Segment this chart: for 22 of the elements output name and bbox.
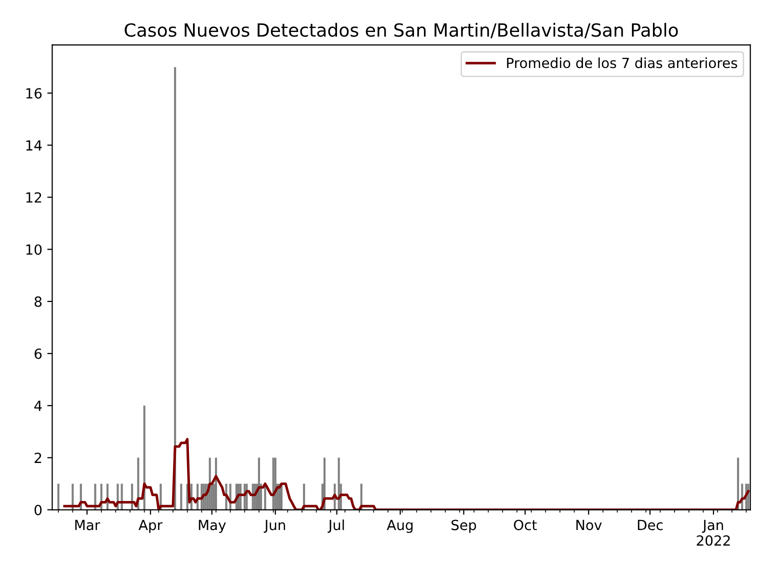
y-tick-label: 10: [26, 244, 42, 255]
x-tick-label: Oct: [514, 520, 537, 530]
y-tick-label: 4: [34, 400, 42, 411]
y-tick-label: 8: [34, 296, 42, 307]
x-tick-label: Jan 2022: [696, 520, 730, 546]
x-tick-label: Sep: [452, 520, 476, 533]
y-tick-label: 16: [26, 88, 42, 99]
y-tick-label: 2: [34, 452, 42, 463]
x-tick-label: Mar: [75, 520, 100, 530]
x-tick-label: Dec: [638, 520, 663, 530]
x-tick-label: Aug: [386, 520, 413, 533]
x-tick-label: Jul: [328, 519, 344, 533]
x-tick-label: Nov: [576, 520, 602, 530]
y-tick-label: 0: [34, 504, 42, 516]
x-tick-label: May: [198, 520, 226, 533]
y-tick-label: 12: [26, 192, 42, 203]
chart-title: Casos Nuevos Detectados en San Martin/Bellavista/San Pablo: [124, 22, 678, 38]
y-tick-label: 6: [34, 348, 42, 359]
legend-label: Promedio de los 7 dias anteriores: [507, 57, 738, 68]
x-tick-label: Jun: [264, 520, 286, 533]
x-tick-label: Apr: [138, 520, 163, 533]
y-tick-label: 14: [26, 140, 42, 150]
